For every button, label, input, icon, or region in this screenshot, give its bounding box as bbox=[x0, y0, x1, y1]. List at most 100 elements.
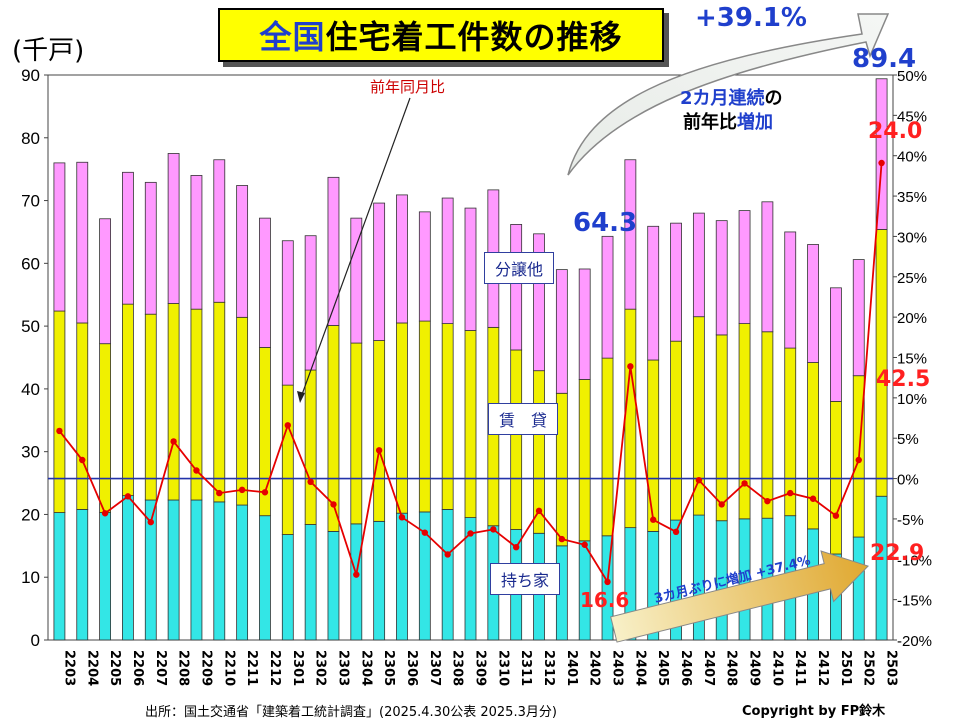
bar-bunjo-2412 bbox=[807, 244, 819, 363]
x-tick-2308: 2308 bbox=[450, 650, 465, 686]
bar-mochiie-2303 bbox=[327, 530, 340, 641]
yoy-point-2412 bbox=[809, 495, 817, 502]
bar-mochiie-2206 bbox=[122, 495, 134, 641]
bar-mochiie-2308 bbox=[441, 509, 454, 641]
bar-chintai-2402 bbox=[578, 379, 591, 542]
bar-bunjo-2209 bbox=[190, 175, 203, 310]
bar-chintai-2206 bbox=[122, 303, 134, 497]
yoy-point-2501 bbox=[832, 512, 840, 519]
bar-bunjo-2408 bbox=[715, 220, 728, 336]
y-right-tick--15%: -15% bbox=[897, 593, 932, 610]
bar-bunjo-2405 bbox=[647, 225, 660, 361]
y-right-tick--10%: -10% bbox=[897, 552, 932, 569]
yoy-point-2207 bbox=[147, 518, 154, 526]
yoy-point-2401 bbox=[558, 535, 566, 543]
x-tick-2209: 2209 bbox=[198, 650, 213, 686]
yoy-point-2404 bbox=[627, 363, 634, 370]
yoy-pointer-head bbox=[297, 391, 305, 403]
y-right-tick-10%: 10% bbox=[897, 391, 927, 408]
bar-bunjo-2206 bbox=[122, 171, 134, 305]
bar-chintai-2305 bbox=[373, 340, 386, 522]
yoy-point-2311 bbox=[512, 543, 520, 551]
bar-chintai-2207 bbox=[144, 313, 157, 501]
bar-bunjo-2305 bbox=[373, 202, 386, 341]
yoy-point-2502 bbox=[855, 456, 862, 464]
y-left-tick-0: 0 bbox=[31, 631, 40, 650]
bar-chintai-2211 bbox=[236, 316, 249, 506]
x-tick-2301: 2301 bbox=[290, 650, 305, 686]
bar-bunjo-2503 bbox=[875, 78, 888, 230]
bar-bunjo-2407 bbox=[692, 212, 705, 318]
bar-chintai-2404 bbox=[624, 308, 637, 529]
y-left-tick-60: 60 bbox=[21, 254, 40, 273]
x-tick-2503: 2503 bbox=[884, 650, 899, 686]
bar-bunjo-2207 bbox=[144, 181, 157, 315]
yoy-point-2306 bbox=[398, 514, 406, 521]
x-tick-2310: 2310 bbox=[495, 650, 510, 686]
yoy-point-2302 bbox=[307, 478, 314, 485]
yoy-point-2307 bbox=[421, 529, 429, 536]
x-tick-2311: 2311 bbox=[518, 650, 533, 686]
note-line2a: 前年比 bbox=[683, 112, 737, 133]
bar-bunjo-2502 bbox=[852, 259, 865, 377]
bar-bunjo-2312 bbox=[533, 233, 545, 372]
y-left-tick-80: 80 bbox=[21, 129, 40, 148]
x-tick-2411: 2411 bbox=[792, 650, 807, 686]
yoy-point-2301 bbox=[284, 422, 291, 429]
bar-bunjo-2411 bbox=[784, 231, 797, 349]
x-tick-2203: 2203 bbox=[61, 650, 76, 686]
bar-mochiie-2302 bbox=[304, 524, 317, 641]
bar-chintai-2408 bbox=[715, 334, 728, 522]
x-tick-2208: 2208 bbox=[176, 650, 191, 686]
bar-bunjo-2303 bbox=[327, 176, 340, 326]
y-right-tick-45%: 45% bbox=[897, 108, 927, 125]
y-right-tick-35%: 35% bbox=[897, 189, 927, 206]
bar-mochiie-2210 bbox=[213, 501, 226, 641]
x-tick-2212: 2212 bbox=[267, 650, 282, 686]
x-tick-2408: 2408 bbox=[724, 650, 739, 686]
bar-chintai-2302 bbox=[304, 369, 317, 525]
y-right-tick-20%: 20% bbox=[897, 310, 927, 327]
yoy-point-2308 bbox=[444, 551, 451, 558]
note-line2: 前年比増加 bbox=[683, 108, 773, 134]
mochiie-2403-label: 16.6 bbox=[580, 588, 630, 612]
x-tick-2210: 2210 bbox=[221, 650, 236, 686]
bar-bunjo-2203 bbox=[53, 162, 66, 312]
legend-bunjo: 分譲他 bbox=[484, 252, 555, 284]
yoy-point-2407 bbox=[695, 476, 703, 484]
x-tick-2405: 2405 bbox=[655, 650, 670, 686]
bar-chintai-2406 bbox=[670, 340, 682, 521]
curved-arrow bbox=[567, 13, 890, 176]
yoy-point-2206 bbox=[124, 493, 132, 500]
bar-chintai-2311 bbox=[510, 349, 523, 530]
overlay-layer: 0 10 20 30 40 50 60 70 80 90 -20% -15% -10% -5% 0% 5% 10… bbox=[21, 66, 932, 650]
bar-bunjo-2404 bbox=[624, 159, 637, 310]
bar-bunjo-2204 bbox=[76, 161, 89, 324]
y-left-tick-30: 30 bbox=[21, 443, 40, 462]
yoy-point-2403 bbox=[604, 578, 611, 586]
bar-bunjo-2205 bbox=[99, 218, 111, 345]
bar-chintai-2203 bbox=[53, 310, 66, 513]
y-left-tick-70: 70 bbox=[21, 192, 40, 211]
yoy-point-2410 bbox=[764, 497, 771, 505]
bar-mochiie-2211 bbox=[236, 504, 249, 641]
bar-chintai-2304 bbox=[350, 342, 363, 525]
bar-bunjo-2304 bbox=[350, 217, 363, 344]
x-tick-2502: 2502 bbox=[861, 650, 876, 686]
bar-chintai-2309 bbox=[464, 330, 477, 518]
x-tick-2410: 2410 bbox=[769, 650, 784, 686]
yoy-point-2205 bbox=[101, 510, 109, 517]
x-tick-2312: 2312 bbox=[541, 650, 556, 686]
increase-arrow bbox=[610, 550, 870, 643]
x-tick-2204: 2204 bbox=[84, 650, 99, 686]
source-footer: 出所：国土交通省「建築着工統計調査」(2025.4.30公表 2025.3月分) bbox=[145, 705, 557, 720]
bar-mochiie-2306 bbox=[396, 512, 408, 641]
total-2403-label: 64.3 bbox=[573, 208, 638, 238]
x-tick-2407: 2407 bbox=[701, 650, 716, 686]
bar-bunjo-2403 bbox=[601, 235, 614, 359]
bar-chintai-2405 bbox=[647, 359, 660, 532]
total-last-label: 89.4 bbox=[852, 44, 917, 74]
bar-mochiie-2301 bbox=[281, 534, 294, 641]
bar-chintai-2503 bbox=[875, 229, 888, 497]
